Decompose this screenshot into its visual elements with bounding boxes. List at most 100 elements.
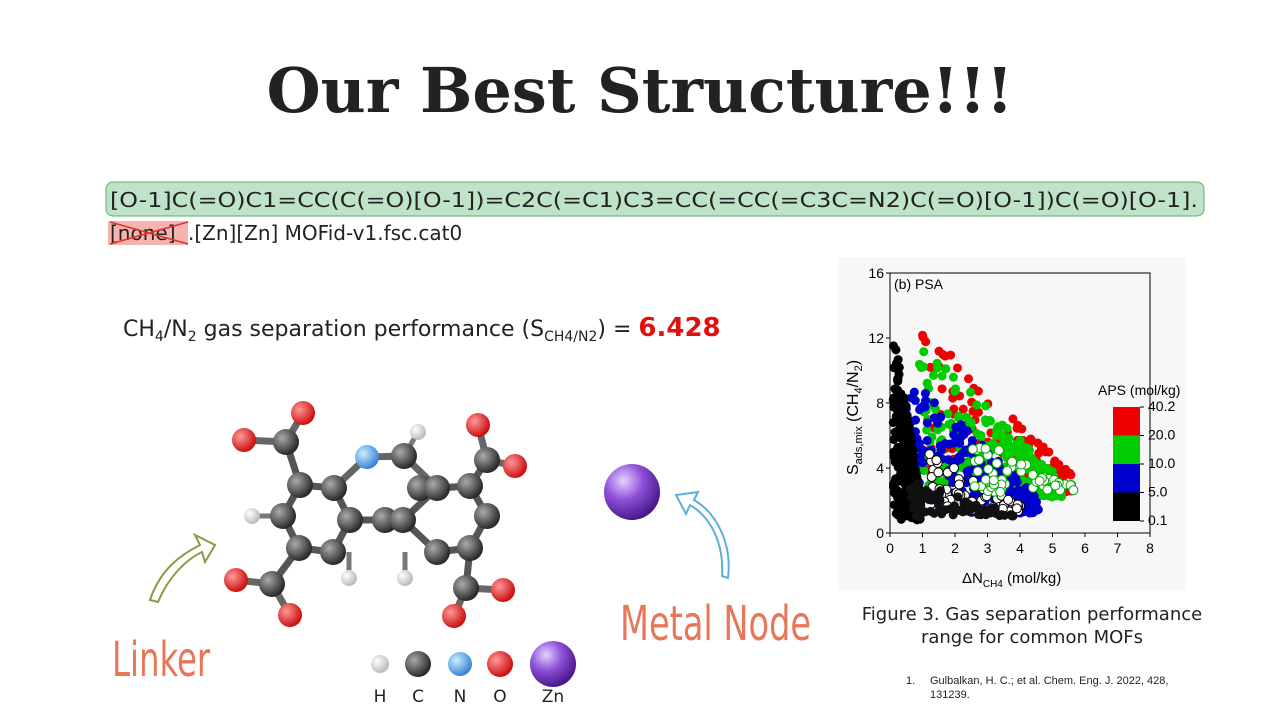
scatter-decoration [932,363,942,373]
scatter-decoration [900,479,910,489]
scatter-decoration [1008,414,1018,424]
linker-arrow [148,532,217,604]
scatter-decoration [937,445,947,455]
caption-line: range for common MOFs [921,627,1143,648]
scatter-decoration [967,444,978,455]
scatter-decoration [921,337,931,347]
carbon-atom [287,472,313,498]
scatter-decoration [916,363,926,373]
y-tick-label: 4 [876,460,884,476]
scatter-decoration [1034,475,1045,486]
scatter-decoration [935,486,945,496]
scatter-decoration [971,500,981,510]
legend-atom [371,655,389,673]
scatter-decoration [959,429,969,439]
scatter-decoration [1013,485,1023,495]
linker-molecule [224,401,527,628]
scatter-decoration [889,500,899,510]
carbon-atom [391,443,417,469]
text: S [845,464,862,475]
y-tick-label: 0 [876,525,884,541]
carbon-atom [424,539,450,565]
scatter-decoration [944,439,954,449]
colorbar-label: 20.0 [1148,427,1175,443]
scatter-decoration [911,415,921,425]
colorbar-segment [1113,435,1140,464]
scatter-decoration [935,496,945,506]
cross-out [109,221,189,245]
scatter-decoration [894,388,904,398]
scatter-decoration [931,455,942,466]
text: ΔN [962,570,983,587]
scatter-decoration [906,456,916,466]
performance-line: CH4/N2 gas separation performance (SCH4/… [123,313,721,345]
text: CH [123,317,155,342]
scatter-decoration [934,346,944,356]
subscript: 4 [853,387,865,393]
nitrogen-atom [355,445,379,469]
scatter-decoration [891,448,901,458]
hydrogen-atom [244,508,260,524]
scatter-decoration [891,345,901,355]
legend-label: N [454,687,467,707]
colorbar-label: 0.1 [1148,512,1168,528]
legend-atom [487,651,513,677]
colorbar-label: 5.0 [1148,484,1168,500]
legend-atom [448,652,472,676]
carbon-atom [457,535,483,561]
oxygen-atom [503,454,527,478]
scatter-decoration [922,425,932,435]
scatter-decoration [948,372,958,382]
scatter-decoration [1068,485,1079,496]
scatter-decoration [1034,448,1044,458]
scatter-decoration [902,434,912,444]
colorbar-segment [1113,464,1140,493]
scatter-decoration [1060,469,1070,479]
scatter-decoration [1007,456,1018,467]
carbon-atom [372,507,398,533]
scatter-decoration [920,388,930,398]
subscript: 2 [853,365,865,371]
scatter-decoration [926,471,937,482]
carbon-atom [457,473,483,499]
scatter-decoration [924,449,935,460]
scatter-decoration [954,413,964,423]
text: /N [164,317,188,342]
subscript: CH4/N2 [544,329,597,345]
scatter-decoration [948,393,958,403]
scatter-decoration [891,474,901,484]
scatter-decoration [988,475,999,486]
text: /N [845,371,862,387]
scatter-decoration [1016,459,1027,470]
legend-label: H [374,687,387,707]
scatter-decoration [988,439,998,449]
legend-label: O [493,687,506,707]
subscript: ads,mix [853,426,865,464]
scatter-decoration [993,445,1004,456]
scatter-decoration [933,467,944,478]
carbon-atom [273,429,299,455]
carbon-atom [321,475,347,501]
x-tick-label: 8 [1146,540,1154,556]
scatter-decoration [905,484,915,494]
scatter-decoration [972,466,983,477]
scatter-decoration [945,504,955,514]
scatter-decoration [937,371,947,381]
scatter-decoration [1029,456,1039,466]
oxygen-atom [278,603,302,627]
atom-legend: H C N O Zn [371,641,576,707]
scatter-decoration [1020,442,1030,452]
scatter-decoration [900,411,910,421]
subscript: 2 [188,329,197,345]
scatter-decoration [919,466,929,476]
scatter-decoration [915,452,925,462]
scatter-decoration [928,495,938,505]
hydrogen-atom [410,424,426,440]
text: (CH [845,394,862,427]
x-tick-label: 6 [1081,540,1089,556]
carbon-atom [424,475,450,501]
scatter-decoration [893,510,903,520]
carbon-atom [474,447,500,473]
reference-text: 131239. [930,689,970,701]
